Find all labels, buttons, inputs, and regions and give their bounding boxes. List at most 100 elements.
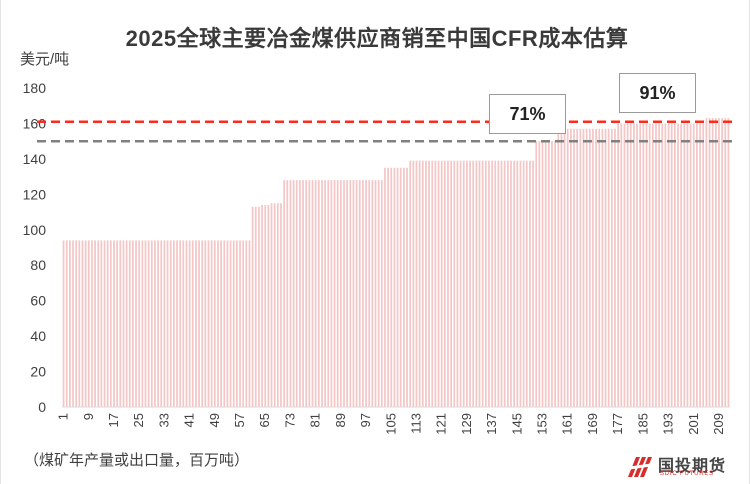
x-tick-label: 105	[383, 413, 398, 435]
bar	[302, 180, 304, 407]
bar	[563, 128, 566, 407]
bar	[614, 128, 616, 407]
bar	[390, 167, 393, 407]
bar	[538, 141, 541, 408]
bar	[661, 123, 664, 407]
y-tick-label: 120	[23, 186, 47, 202]
bar	[355, 180, 358, 407]
x-tick-label: 73	[282, 413, 297, 427]
x-tick-label: 113	[409, 413, 424, 434]
bar	[428, 160, 430, 407]
bar	[689, 123, 692, 407]
x-tick-label: 185	[635, 413, 650, 435]
bar	[377, 180, 380, 407]
bar	[172, 240, 175, 407]
bar	[686, 123, 689, 407]
bar	[100, 240, 103, 407]
bar	[601, 128, 604, 407]
bar	[261, 204, 263, 407]
bar	[198, 240, 200, 407]
bar	[317, 180, 320, 407]
bar	[276, 203, 279, 407]
bar	[708, 118, 711, 407]
bar	[551, 141, 553, 408]
x-tick-label: 81	[308, 413, 323, 427]
bar	[566, 128, 569, 407]
bar	[308, 180, 311, 407]
bar	[692, 123, 695, 407]
bar	[633, 123, 635, 407]
bar	[645, 123, 648, 407]
bar	[352, 180, 355, 407]
bar	[718, 118, 720, 407]
bar	[349, 180, 352, 407]
bar	[699, 123, 701, 407]
bar	[109, 240, 112, 407]
bar	[163, 240, 166, 407]
sdic-logo: 国投期货 SDIC FUTURES	[626, 451, 741, 481]
bar	[330, 180, 333, 407]
bar	[248, 240, 251, 407]
bar	[258, 206, 260, 407]
annotation-71: 71%	[489, 94, 566, 134]
bar	[484, 160, 487, 407]
bar	[396, 167, 399, 407]
x-tick-label: 193	[661, 413, 676, 435]
bar	[481, 160, 484, 407]
bar	[150, 240, 153, 407]
bar	[75, 240, 78, 407]
bar	[97, 240, 100, 407]
bar	[245, 240, 248, 407]
x-tick-label: 49	[207, 413, 222, 427]
bar	[311, 180, 314, 407]
bar	[358, 180, 361, 407]
bar	[456, 160, 459, 407]
bar	[604, 128, 607, 407]
bar	[478, 160, 481, 407]
bar	[658, 123, 660, 407]
bar	[141, 240, 144, 407]
bar	[138, 240, 141, 407]
bar	[459, 160, 462, 407]
x-axis-label: （煤矿年产量或出口量，百万吨）	[24, 452, 250, 469]
bar	[292, 180, 295, 407]
x-tick-label: 153	[535, 413, 550, 435]
bar	[588, 128, 591, 407]
bar	[154, 240, 156, 407]
bar	[573, 128, 575, 407]
bar	[544, 141, 547, 408]
bar	[570, 128, 572, 407]
bar	[176, 240, 178, 407]
bar	[78, 240, 81, 407]
x-tick-label: 25	[131, 413, 146, 427]
bar	[532, 160, 534, 407]
bar	[185, 240, 188, 407]
x-tick-label: 33	[156, 413, 171, 427]
bar	[374, 180, 377, 407]
sdic-logo-mark-icon	[626, 457, 654, 477]
bar	[191, 240, 194, 407]
bar	[362, 180, 364, 407]
bar	[434, 160, 437, 407]
bar	[525, 160, 528, 407]
x-tick-label: 209	[711, 413, 726, 435]
x-tick-label: 57	[232, 413, 247, 427]
bar	[472, 160, 475, 407]
x-tick-label: 201	[686, 413, 701, 435]
bar	[223, 240, 226, 407]
bar	[144, 240, 147, 407]
bar	[598, 128, 601, 407]
x-tick-label: 89	[333, 413, 348, 427]
bar	[72, 240, 74, 407]
bar	[494, 160, 497, 407]
bar	[201, 240, 204, 407]
bar	[648, 123, 651, 407]
bar	[500, 160, 503, 407]
bar	[610, 128, 613, 407]
y-axis-unit-label: 美元/吨	[20, 51, 70, 68]
bar	[94, 240, 96, 407]
bar	[425, 160, 427, 407]
bar	[113, 240, 115, 407]
bar	[623, 123, 626, 407]
